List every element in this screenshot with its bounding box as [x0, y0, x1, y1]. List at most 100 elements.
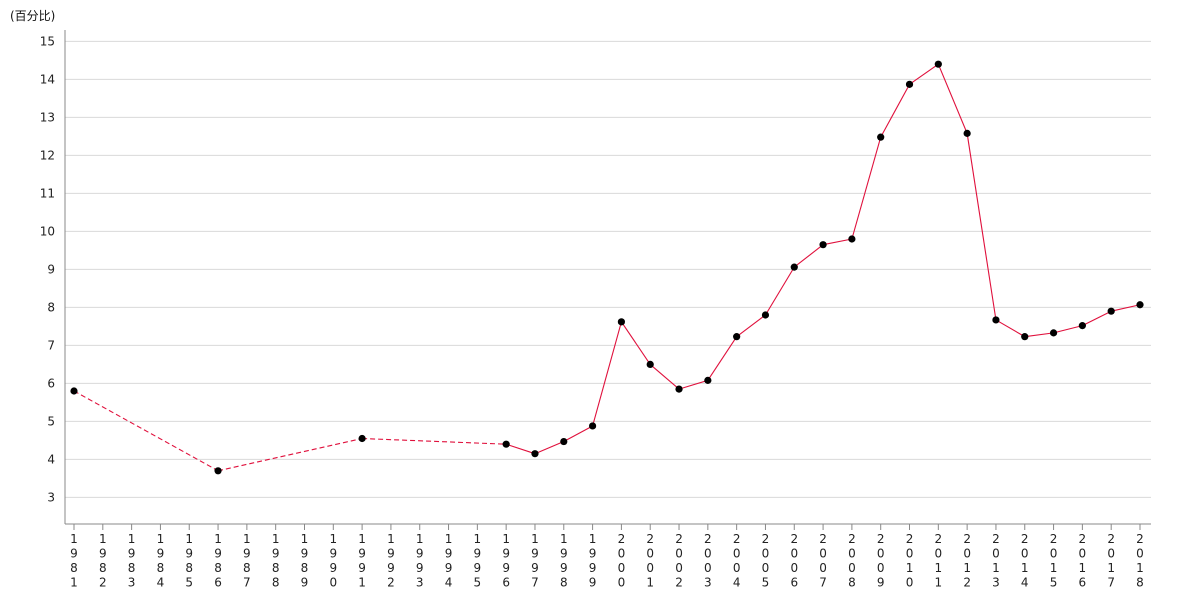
series-segment: [1111, 304, 1141, 312]
y-tick-label: 14: [40, 72, 55, 86]
data-point: [733, 333, 741, 341]
data-points: [70, 60, 1144, 475]
y-tick-label: 3: [47, 490, 55, 504]
series-segment: [678, 379, 708, 390]
y-tick-label: 13: [40, 110, 55, 124]
data-point: [560, 437, 568, 446]
series-segment: [534, 441, 564, 455]
y-tick-label: 5: [47, 414, 55, 428]
series-segment: [822, 238, 852, 246]
data-point: [1021, 333, 1029, 341]
series-segment: [649, 363, 680, 390]
series-segment: [563, 425, 593, 443]
y-tick-label: 4: [47, 452, 55, 466]
data-point: [790, 263, 798, 271]
y-tick-label: 9: [47, 262, 55, 276]
series-lines: [73, 63, 1141, 472]
series-segment: [592, 321, 622, 427]
series-segment: [1024, 332, 1054, 338]
data-point: [675, 385, 683, 393]
y-tick-label: 10: [40, 224, 55, 238]
series-segment: [1082, 310, 1112, 327]
x-tick-labels: 1 9 8 1 1 9 8 2 1 9 8 3 1 9 8 4 1 9 8 5 1 9 8 6 1 9 8 7 1 9 8 8 1 9 8 9 1 9 9 0…: [70, 532, 1144, 590]
series-segment: [909, 63, 939, 85]
y-tick-label: 11: [40, 186, 55, 200]
data-point: [617, 318, 626, 326]
data-point: [588, 422, 597, 430]
data-point: [761, 311, 770, 319]
y-tick-labels: 3 4 5 6 7 8 9 10 11 12 13 14 15: [40, 34, 55, 504]
series-segment: [707, 336, 738, 381]
series-segment: [764, 266, 795, 316]
data-point: [1107, 307, 1115, 315]
data-point: [905, 80, 914, 88]
data-point: [992, 316, 1000, 324]
series-segment: [505, 443, 536, 455]
series-segment: [362, 437, 507, 445]
series-segment: [217, 437, 363, 472]
data-point: [1049, 329, 1058, 337]
series-segment: [937, 63, 968, 134]
data-point: [358, 434, 366, 443]
y-tick-label: 6: [47, 376, 55, 390]
series-segment: [880, 84, 910, 138]
data-point: [934, 60, 942, 68]
series-segment: [851, 137, 882, 240]
data-point: [646, 360, 654, 368]
y-tick-label: 12: [40, 148, 55, 162]
data-point: [70, 387, 78, 395]
data-point: [704, 376, 712, 384]
series-segment: [736, 314, 766, 338]
y-axis-label: (百分比): [10, 9, 55, 23]
axes: [64, 30, 1151, 530]
series-segment: [966, 133, 997, 321]
series-segment: [995, 319, 1026, 338]
series-segment: [1053, 325, 1083, 334]
data-point: [848, 235, 856, 243]
y-tick-label: 7: [47, 338, 55, 352]
series-segment: [73, 390, 219, 472]
series-segment: [620, 321, 651, 365]
data-point: [877, 133, 885, 141]
series-segment: [793, 244, 824, 268]
y-tick-label: 8: [47, 300, 55, 314]
data-point: [214, 467, 222, 475]
y-tick-label: 15: [40, 34, 55, 48]
